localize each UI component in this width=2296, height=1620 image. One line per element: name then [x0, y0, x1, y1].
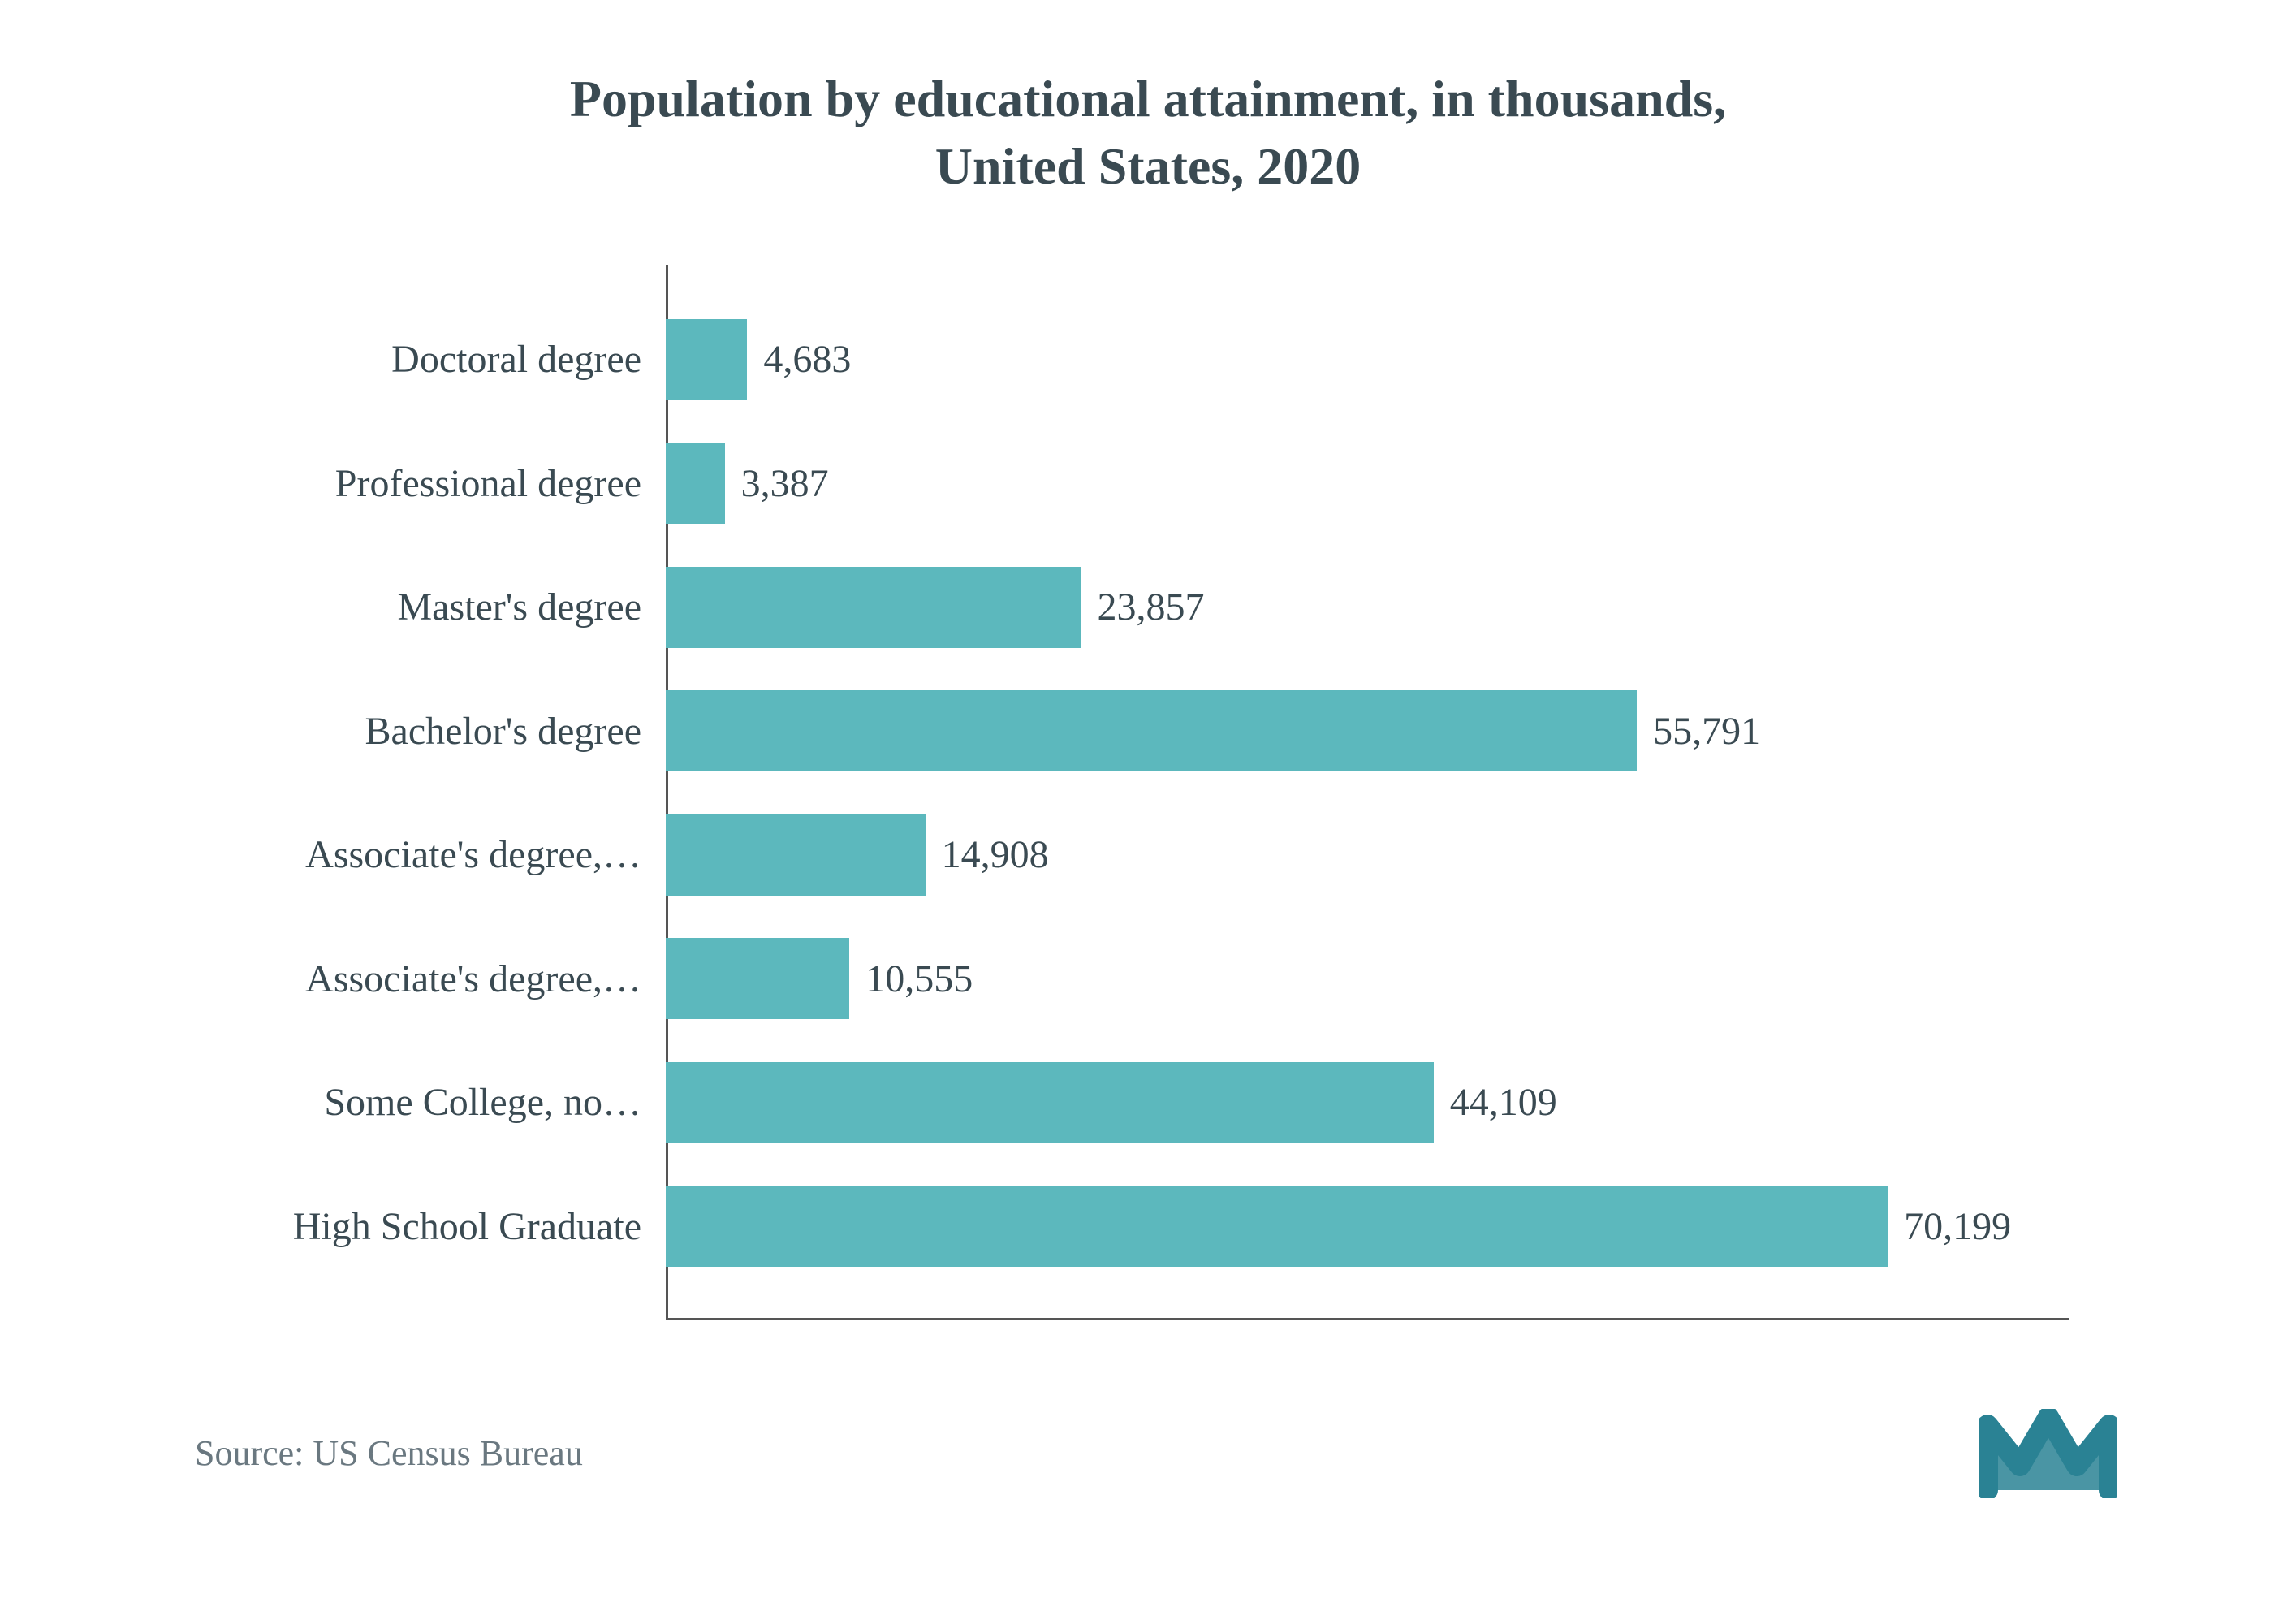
- chart-title-line1: Population by educational attainment, in…: [570, 70, 1726, 127]
- bar-row: Bachelor's degree55,791: [666, 690, 1971, 771]
- bar-category-label: High School Graduate: [89, 1204, 641, 1249]
- bar-row: Professional degree3,387: [666, 443, 1971, 524]
- bar-category-label: Master's degree: [89, 585, 641, 629]
- bar-category-label: Associate's degree,…: [89, 957, 641, 1001]
- bar-row: Associate's degree,…10,555: [666, 938, 1971, 1019]
- x-axis: [666, 1318, 2069, 1320]
- bar-category-label: Bachelor's degree: [89, 709, 641, 754]
- bar: [666, 443, 725, 524]
- bar-row: Doctoral degree4,683: [666, 319, 1971, 400]
- bar-row: High School Graduate70,199: [666, 1186, 1971, 1267]
- bar-value-label: 4,683: [763, 337, 851, 382]
- bar: [666, 319, 747, 400]
- bar-value-label: 3,387: [741, 461, 829, 506]
- bar-category-label: Professional degree: [89, 461, 641, 506]
- bar-value-label: 14,908: [942, 832, 1049, 877]
- bar: [666, 567, 1081, 648]
- chart-container: Population by educational attainment, in…: [81, 65, 2215, 1555]
- source-text: Source: US Census Bureau: [195, 1432, 583, 1474]
- bar: [666, 814, 926, 896]
- bar-value-label: 10,555: [865, 957, 973, 1001]
- bar-category-label: Associate's degree,…: [89, 832, 641, 877]
- bar-row: Some College, no…44,109: [666, 1062, 1971, 1143]
- bar-value-label: 44,109: [1450, 1080, 1557, 1125]
- chart-title: Population by educational attainment, in…: [81, 65, 2215, 200]
- bars-group: Doctoral degree4,683 Professional degree3…: [666, 297, 1971, 1288]
- bar: [666, 1186, 1888, 1267]
- brand-logo: [1979, 1409, 2117, 1498]
- bar-category-label: Doctoral degree: [89, 337, 641, 382]
- bar-value-label: 70,199: [1904, 1204, 2011, 1249]
- bar-category-label: Some College, no…: [89, 1080, 641, 1125]
- chart-plot-area: Doctoral degree4,683 Professional degree3…: [666, 265, 1971, 1320]
- chart-title-line2: United States, 2020: [935, 137, 1361, 195]
- bar-row: Master's degree23,857: [666, 567, 1971, 648]
- bar: [666, 1062, 1434, 1143]
- bar-row: Associate's degree,…14,908: [666, 814, 1971, 896]
- brand-logo-icon: [1979, 1409, 2117, 1498]
- bar: [666, 690, 1637, 771]
- bar-value-label: 23,857: [1097, 585, 1204, 629]
- bar: [666, 938, 849, 1019]
- bar-value-label: 55,791: [1653, 709, 1760, 754]
